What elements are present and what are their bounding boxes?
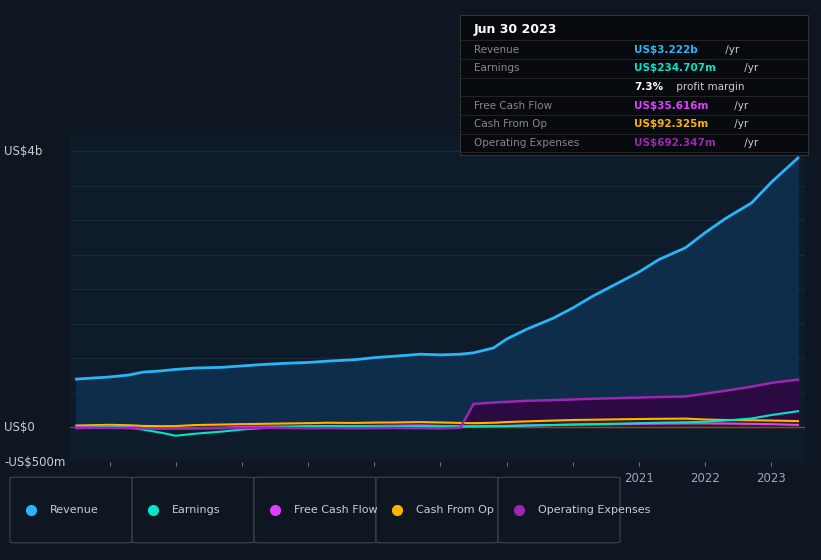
Text: Earnings: Earnings: [474, 63, 520, 73]
Text: US$3.222b: US$3.222b: [634, 45, 698, 54]
Text: US$234.707m: US$234.707m: [634, 63, 716, 73]
FancyBboxPatch shape: [132, 477, 254, 543]
FancyBboxPatch shape: [254, 477, 376, 543]
Text: US$35.616m: US$35.616m: [634, 101, 709, 110]
Text: /yr: /yr: [741, 63, 759, 73]
Text: /yr: /yr: [741, 138, 759, 148]
Text: /yr: /yr: [722, 45, 739, 54]
Text: US$4b: US$4b: [4, 144, 43, 157]
Text: Operating Expenses: Operating Expenses: [474, 138, 579, 148]
Text: Cash From Op: Cash From Op: [415, 505, 493, 515]
Text: Free Cash Flow: Free Cash Flow: [294, 505, 378, 515]
Text: /yr: /yr: [732, 101, 749, 110]
Text: /yr: /yr: [732, 119, 749, 129]
Text: US$92.325m: US$92.325m: [634, 119, 709, 129]
FancyBboxPatch shape: [498, 477, 620, 543]
FancyBboxPatch shape: [10, 477, 132, 543]
Text: Free Cash Flow: Free Cash Flow: [474, 101, 552, 110]
FancyBboxPatch shape: [376, 477, 498, 543]
Text: Operating Expenses: Operating Expenses: [538, 505, 650, 515]
Text: profit margin: profit margin: [673, 82, 745, 92]
Text: Cash From Op: Cash From Op: [474, 119, 547, 129]
Text: Jun 30 2023: Jun 30 2023: [474, 24, 557, 36]
Text: Revenue: Revenue: [49, 505, 99, 515]
Text: US$692.347m: US$692.347m: [634, 138, 716, 148]
Text: US$0: US$0: [4, 421, 34, 434]
Text: -US$500m: -US$500m: [4, 455, 66, 469]
Text: Earnings: Earnings: [172, 505, 220, 515]
Text: 7.3%: 7.3%: [634, 82, 663, 92]
Text: Revenue: Revenue: [474, 45, 519, 54]
